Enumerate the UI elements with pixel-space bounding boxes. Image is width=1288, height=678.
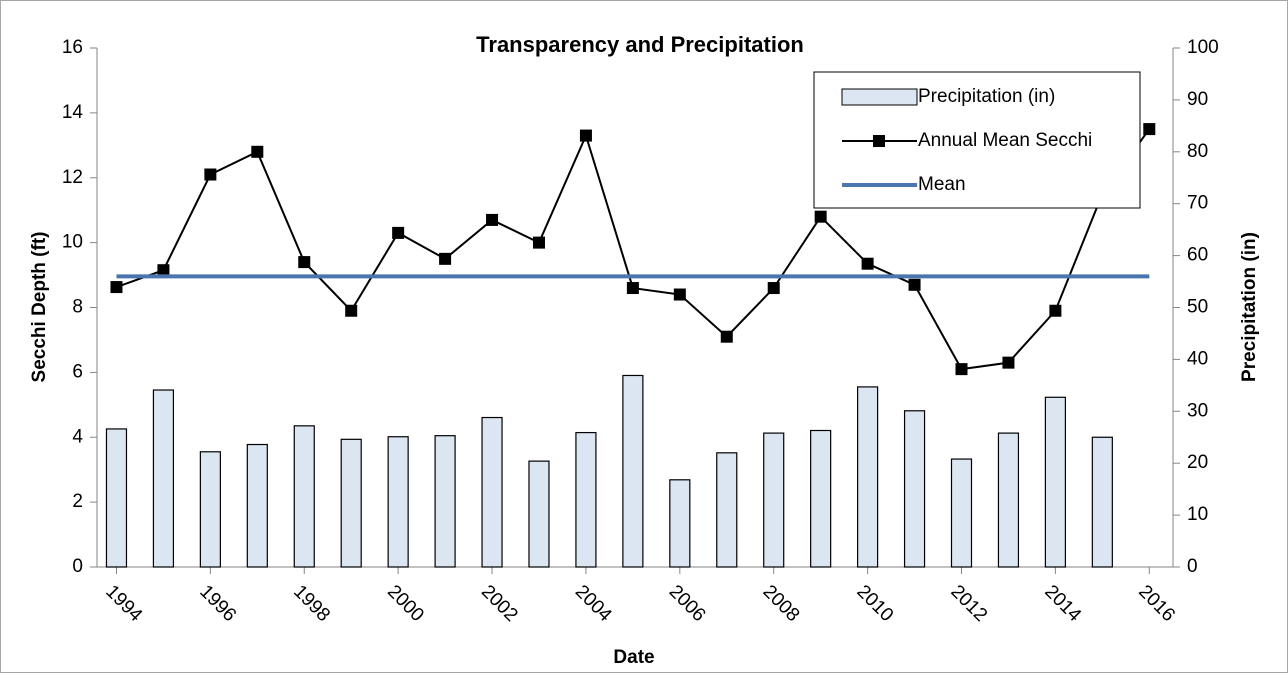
bar — [622, 374, 644, 568]
y2-tick-label: 0 — [1187, 556, 1198, 577]
marker — [861, 257, 874, 270]
y-tick-label: 8 — [72, 297, 83, 318]
y2-tick-label: 10 — [1187, 504, 1208, 525]
bar — [105, 428, 128, 568]
y2-tick-label: 100 — [1187, 37, 1219, 58]
y-axis-title: Secchi Depth (ft) — [29, 232, 50, 383]
marker — [439, 252, 452, 265]
marker — [345, 304, 358, 317]
y2-tick-label: 70 — [1187, 193, 1208, 214]
bar — [1044, 396, 1066, 568]
bar — [293, 425, 315, 568]
y-tick-label: 4 — [72, 426, 83, 447]
y-tick-label: 0 — [72, 556, 83, 577]
bar — [199, 451, 221, 568]
legend-label: Mean — [918, 174, 966, 195]
marker — [110, 281, 123, 294]
bar — [810, 429, 832, 568]
x-axis-title: Date — [613, 647, 654, 668]
bar — [716, 452, 738, 568]
legend-marker — [873, 135, 885, 147]
y-tick-label: 10 — [62, 232, 83, 253]
bar — [903, 410, 926, 568]
marker — [908, 278, 921, 291]
marker — [1049, 304, 1062, 317]
bar — [152, 389, 175, 568]
y-tick-label: 6 — [72, 361, 83, 382]
y2-tick-label: 90 — [1187, 89, 1208, 110]
legend-label: Precipitation (in) — [918, 86, 1055, 107]
y2-tick-label: 30 — [1187, 400, 1208, 421]
marker — [392, 226, 405, 239]
y2-axis-title: Precipitation (in) — [1239, 232, 1260, 382]
bar — [246, 443, 268, 568]
bar — [528, 460, 550, 568]
marker — [532, 236, 545, 249]
marker — [298, 256, 311, 269]
marker — [1002, 356, 1015, 369]
y2-tick-label: 40 — [1187, 348, 1208, 369]
bar — [575, 431, 597, 568]
marker — [626, 282, 639, 295]
y2-tick-label: 60 — [1187, 245, 1208, 266]
legend-label: Annual Mean Secchi — [918, 130, 1092, 151]
marker — [955, 363, 968, 376]
marker — [157, 264, 170, 277]
marker — [1143, 123, 1156, 136]
marker — [720, 330, 733, 343]
y-tick-label: 2 — [72, 491, 83, 512]
bar — [950, 458, 973, 568]
marker — [204, 168, 217, 181]
marker — [767, 282, 780, 295]
bar — [387, 436, 409, 568]
legend-swatch — [841, 88, 918, 106]
marker — [579, 129, 592, 142]
bar — [997, 432, 1020, 568]
y-tick-label: 16 — [62, 37, 83, 58]
chart-title: Transparency and Precipitation — [476, 32, 804, 57]
bar — [1091, 436, 1113, 568]
bar — [434, 435, 456, 568]
marker — [814, 210, 827, 223]
y2-tick-label: 80 — [1187, 141, 1208, 162]
marker — [673, 288, 686, 301]
bar — [481, 416, 503, 568]
y-tick-label: 14 — [62, 102, 84, 123]
bar — [763, 432, 785, 568]
y-tick-label: 12 — [62, 167, 83, 188]
bar — [340, 438, 362, 568]
y2-tick-label: 20 — [1187, 452, 1208, 473]
bar — [857, 386, 879, 568]
marker — [486, 213, 499, 226]
y2-tick-label: 50 — [1187, 297, 1208, 318]
marker — [251, 145, 264, 158]
bar — [669, 479, 691, 568]
